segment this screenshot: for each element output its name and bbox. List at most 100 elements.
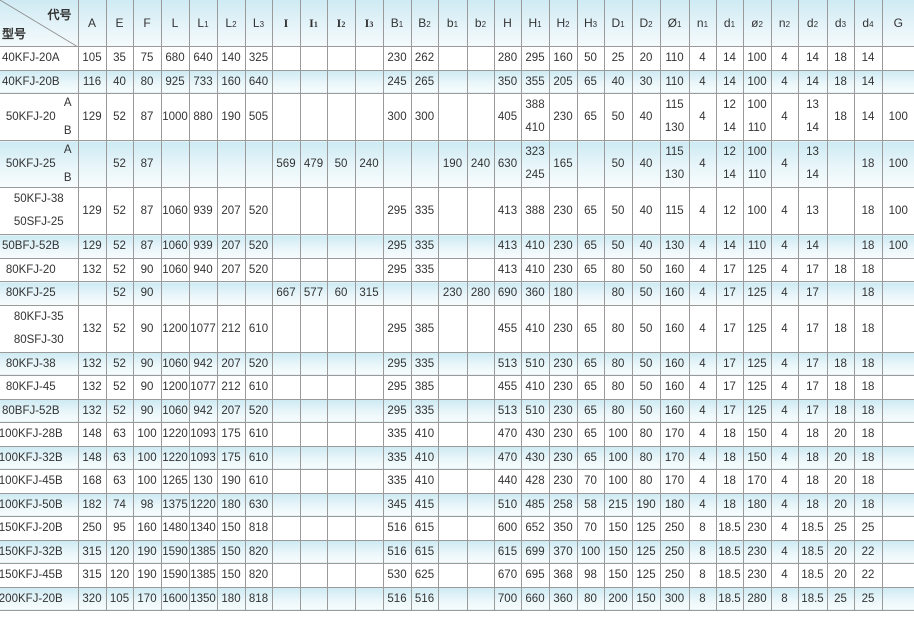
value-cell: 700: [493, 586, 522, 611]
value-cell: [437, 257, 468, 282]
column-header-subscript: 1: [620, 20, 625, 29]
value-cell: 1385: [188, 563, 218, 588]
value-cell: [299, 586, 328, 611]
model-name: 150KFJ-45B: [0, 569, 63, 582]
column-header-subscript: 2: [232, 20, 237, 29]
value-cell: 4: [770, 516, 799, 541]
value-cell: 160: [659, 304, 690, 353]
value-cell: [437, 563, 468, 588]
value-cell: 20: [826, 563, 855, 588]
value-cell: 90: [132, 257, 162, 282]
table-row: 200KFJ-20B 320 105 170 1600 1350 180 818 516 516 7…: [0, 586, 914, 611]
column-header: L1: [188, 0, 218, 47]
value-cell: 105: [105, 586, 134, 611]
value-cell: 125: [742, 375, 772, 400]
model-name: 80KFJ-38: [5, 357, 56, 370]
table-row: 80KFJ-38 132 52 90 1060 942 207 520 295 335 513 510…: [0, 351, 914, 376]
corner-header: 代号 型号: [0, 0, 79, 47]
value-cell: 13: [797, 187, 828, 235]
value-cell: [271, 563, 301, 588]
value-line: 12: [723, 99, 736, 111]
value-cell: 1375: [160, 492, 190, 517]
model-name: 50SFJ-25: [13, 216, 64, 228]
value-cell: 350: [548, 516, 578, 541]
value-cell: [354, 304, 384, 353]
value-cell: 1200: [160, 304, 190, 353]
value-cell: 230: [548, 422, 578, 447]
value-cell: 4: [688, 93, 717, 141]
value-cell: 230: [548, 445, 578, 470]
column-header: D1: [603, 0, 633, 47]
value-cell: 18: [853, 469, 883, 494]
value-cell: 180: [548, 281, 578, 306]
column-header: b1: [437, 0, 468, 47]
value-cell: 168: [77, 469, 107, 494]
value-cell: 4: [688, 281, 717, 306]
column-header: H: [493, 0, 522, 47]
value-cell: 410: [520, 234, 550, 259]
value-cell: 50: [631, 304, 661, 353]
value-cell: 65: [576, 351, 605, 376]
model-variant: B: [63, 125, 72, 137]
value-cell: 20: [826, 539, 855, 564]
value-cell: 280: [742, 586, 772, 611]
value-cell: 13 14: [797, 140, 828, 188]
value-cell: [881, 398, 914, 423]
value-cell: 205: [548, 69, 578, 94]
model-name: 100KFJ-50B: [0, 498, 63, 511]
value-cell: [437, 516, 468, 541]
value-cell: 18: [826, 257, 855, 282]
value-cell: 52: [105, 257, 134, 282]
column-header: H1: [520, 0, 550, 47]
value-line: 100: [747, 99, 767, 111]
value-cell: [271, 351, 301, 376]
value-cell: [437, 586, 468, 611]
column-header: G: [881, 0, 914, 47]
value-cell: 160: [548, 46, 578, 71]
value-cell: 80: [631, 469, 661, 494]
value-cell: 230: [548, 375, 578, 400]
value-cell: [244, 140, 273, 188]
model-cell: 200KFJ-20B: [0, 586, 79, 611]
value-cell: [354, 69, 384, 94]
value-cell: 485: [520, 492, 550, 517]
value-cell: 428: [520, 469, 550, 494]
value-cell: 100: [132, 469, 162, 494]
table-row: 80KFJ-45 132 52 90 1200 1077 212 610 295 385 455 41…: [0, 375, 914, 400]
value-cell: 1265: [160, 469, 190, 494]
value-cell: 40: [105, 69, 134, 94]
value-cell: [466, 492, 495, 517]
value-cell: 17: [715, 375, 744, 400]
value-cell: 8: [770, 586, 799, 611]
value-cell: 17: [715, 257, 744, 282]
column-header-label: n: [778, 16, 786, 30]
column-header-label: L: [252, 16, 260, 30]
value-cell: 4: [688, 69, 717, 94]
value-cell: 14: [797, 234, 828, 259]
value-line: 14: [806, 169, 819, 181]
value-cell: 610: [244, 445, 273, 470]
value-cell: 40: [631, 93, 661, 141]
value-cell: 52: [105, 351, 134, 376]
value-cell: 610: [244, 375, 273, 400]
value-cell: [437, 187, 468, 235]
value-cell: 520: [244, 234, 273, 259]
value-cell: 80: [603, 257, 633, 282]
value-cell: 18: [826, 93, 855, 141]
value-cell: 230: [548, 398, 578, 423]
column-header: L2: [216, 0, 246, 47]
value-cell: 4: [770, 140, 799, 188]
model-variant: B: [63, 172, 72, 184]
value-cell: 230: [382, 46, 412, 71]
value-cell: 1060: [160, 351, 190, 376]
value-cell: 58: [576, 492, 605, 517]
value-cell: 18: [853, 398, 883, 423]
column-header-subscript: 3: [841, 20, 847, 29]
value-cell: 405: [493, 93, 522, 141]
value-cell: 100: [881, 234, 914, 259]
value-cell: 1060: [160, 398, 190, 423]
value-cell: [326, 187, 356, 235]
model-variant: A: [63, 97, 72, 109]
value-cell: 18: [826, 375, 855, 400]
value-cell: 165: [548, 140, 578, 188]
